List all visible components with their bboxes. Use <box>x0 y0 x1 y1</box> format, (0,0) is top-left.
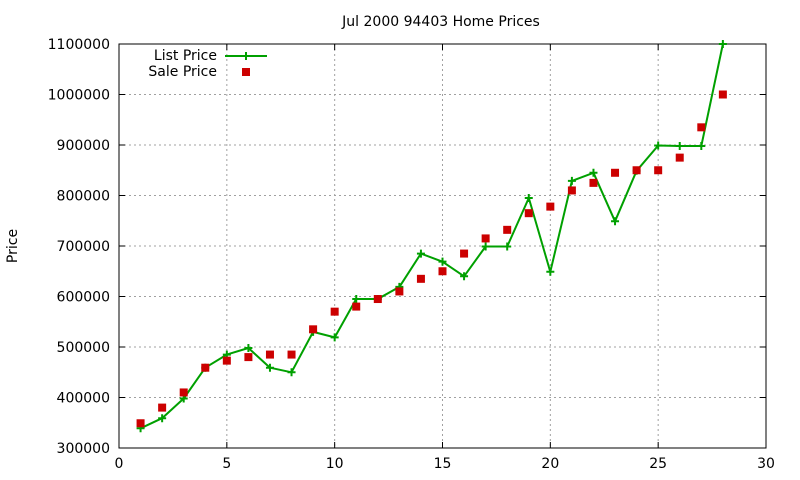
list-price-point <box>503 242 512 251</box>
list-price-line <box>140 43 724 430</box>
sale-price-point <box>222 356 231 365</box>
sale-price-point <box>179 388 188 397</box>
ticks: 0 5 10 15 20 25 30 300000 400000 500000 600000 7000… <box>48 37 775 472</box>
y-axis-label: Price <box>5 229 21 263</box>
y-tick-label: 800000 <box>57 189 110 205</box>
sale-price-point <box>201 363 210 372</box>
y-tick-label: 700000 <box>57 239 110 255</box>
chart-title: Jul 2000 94403 Home Prices <box>341 14 540 30</box>
list-price-point <box>481 242 490 251</box>
sale-price-point <box>265 350 274 359</box>
sale-price-point <box>632 166 641 175</box>
sale-price-point <box>373 295 382 304</box>
list-price-point <box>352 295 361 304</box>
x-tick-label: 25 <box>649 456 667 472</box>
list-price-point <box>524 194 533 203</box>
x-tick-label: 20 <box>541 456 559 472</box>
list-price-point <box>675 142 684 151</box>
y-tick-label: 400000 <box>57 391 110 407</box>
sale-price-point <box>309 325 318 334</box>
list-price-point <box>287 368 296 377</box>
x-tick-label: 30 <box>757 456 775 472</box>
legend-marker-sale-price <box>242 68 250 76</box>
list-price-point <box>718 40 727 48</box>
list-price-point <box>244 344 253 353</box>
list-price-point <box>697 142 706 151</box>
x-tick-label: 15 <box>434 456 452 472</box>
sale-price-point <box>395 287 404 296</box>
grid <box>119 44 766 448</box>
sale-price-point <box>503 225 512 234</box>
sale-price-point <box>546 202 555 211</box>
sale-price-point <box>136 419 145 428</box>
y-tick-label: 1100000 <box>48 37 110 53</box>
sale-price-point <box>697 123 706 132</box>
sale-price-point <box>481 234 490 243</box>
sale-price-point <box>158 403 167 412</box>
list-price-point <box>567 176 576 185</box>
legend-label-list-price: List Price <box>154 48 217 64</box>
list-price-point <box>330 333 339 342</box>
list-price-point <box>265 363 274 372</box>
legend-label-sale-price: Sale Price <box>148 64 217 80</box>
x-tick-label: 5 <box>222 456 231 472</box>
sale-price-point <box>654 166 663 175</box>
y-tick-label: 500000 <box>57 340 110 356</box>
x-tick-label: 10 <box>326 456 344 472</box>
series-layer <box>136 40 727 433</box>
sale-price-point <box>675 153 684 162</box>
y-tick-label: 1000000 <box>48 88 110 104</box>
y-tick-label: 600000 <box>57 290 110 306</box>
sale-price-point <box>718 90 727 99</box>
legend-marker-list-price <box>242 52 250 60</box>
list-price-point <box>589 168 598 177</box>
sale-price-point <box>438 267 447 276</box>
sale-price-point <box>244 353 253 362</box>
x-tick-label: 0 <box>115 456 124 472</box>
list-price-point <box>416 249 425 258</box>
sale-price-point <box>287 350 296 359</box>
sale-price-point <box>611 168 620 177</box>
list-price-point <box>158 414 167 423</box>
legend: List Price Sale Price <box>148 48 267 80</box>
list-price-point <box>546 267 555 276</box>
sale-price-point <box>416 274 425 283</box>
list-price-point <box>438 257 447 266</box>
sale-price-point <box>352 302 361 311</box>
list-price-point <box>611 217 620 226</box>
sale-price-point <box>460 249 469 258</box>
sale-price-point <box>524 209 533 218</box>
sale-price-point <box>589 178 598 187</box>
y-tick-label: 300000 <box>57 441 110 457</box>
y-tick-label: 900000 <box>57 138 110 154</box>
list-price-point <box>460 272 469 281</box>
sale-price-point <box>567 186 576 195</box>
sale-price-point <box>330 307 339 316</box>
list-price-point <box>654 141 663 150</box>
